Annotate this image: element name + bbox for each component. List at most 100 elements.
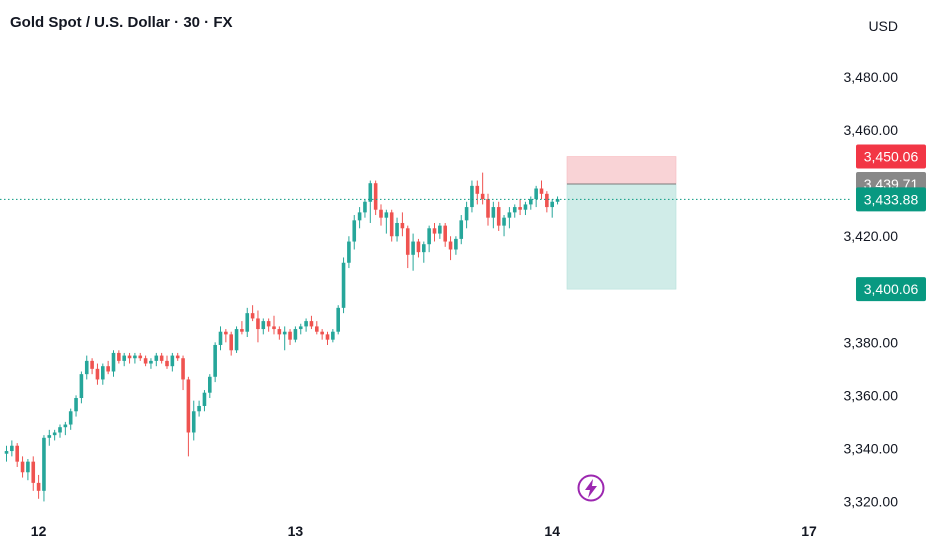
candle-body <box>36 482 41 491</box>
candle-body <box>15 445 19 462</box>
candle <box>373 180 378 216</box>
candle-body <box>138 355 143 359</box>
x-tick-label: 17 <box>801 523 817 539</box>
candle-body <box>250 313 255 319</box>
candle <box>352 215 357 250</box>
candle-body <box>352 220 357 242</box>
candle-body <box>523 204 528 210</box>
candle-body <box>384 212 389 218</box>
y-tick-label: 3,340.00 <box>844 440 899 456</box>
lightning-icon[interactable] <box>577 474 605 502</box>
candle-body <box>20 461 25 473</box>
candle <box>10 440 14 457</box>
candle-body <box>405 228 410 255</box>
candle <box>138 352 143 361</box>
candle <box>4 445 9 462</box>
candle-body <box>111 352 116 372</box>
candle <box>336 305 340 335</box>
candle-body <box>42 437 46 491</box>
candle <box>159 352 164 364</box>
candle <box>539 180 544 200</box>
candle-body <box>379 209 383 218</box>
candle-body <box>234 329 239 351</box>
price-labels: 3,450.063,439.713,433.883,400.06 <box>856 144 926 302</box>
candle-body <box>288 331 292 340</box>
candle-body <box>555 199 560 202</box>
candle <box>293 326 298 343</box>
current-price-label-background <box>856 187 926 212</box>
y-tick-label: 3,480.00 <box>844 69 899 85</box>
candle-body <box>101 366 105 380</box>
candle <box>26 459 30 481</box>
candle <box>486 193 490 226</box>
candle-body <box>518 207 522 210</box>
current-price-label-text: 3,433.88 <box>864 191 919 207</box>
candle <box>15 443 19 467</box>
candle-body <box>165 360 169 367</box>
candle-body <box>496 207 501 226</box>
candle <box>454 236 458 255</box>
candle-body <box>133 355 137 359</box>
candle-body <box>422 244 426 253</box>
candle <box>245 307 250 338</box>
candle-body <box>293 329 298 340</box>
candle-body <box>213 344 217 377</box>
candle-body <box>261 321 266 330</box>
candle-body <box>459 220 464 239</box>
candle <box>496 201 501 231</box>
time-axis[interactable]: 12 13 14 17 <box>31 523 817 539</box>
candle-body <box>438 225 442 234</box>
candle <box>523 201 528 216</box>
candle <box>52 429 57 441</box>
candle-body <box>149 360 153 364</box>
candle-body <box>512 207 517 213</box>
candle-body <box>84 360 89 375</box>
candle-body <box>10 445 14 452</box>
candle <box>170 352 175 372</box>
candle-body <box>240 329 244 332</box>
stop-loss-zone[interactable] <box>566 156 677 185</box>
candle <box>491 201 496 229</box>
candle-body <box>347 241 351 263</box>
candle-body <box>197 405 201 412</box>
candle-body <box>52 432 57 436</box>
candle <box>512 204 517 218</box>
candle <box>448 236 453 261</box>
take-profit-zone[interactable] <box>566 183 677 290</box>
candle-body <box>170 355 175 367</box>
candle-body <box>26 461 30 473</box>
candle <box>256 310 260 343</box>
candle-body <box>309 321 314 327</box>
candle <box>149 358 153 369</box>
candle-body <box>298 326 303 330</box>
candle <box>261 318 266 335</box>
candle <box>357 207 362 229</box>
candle <box>368 180 373 223</box>
candle <box>47 429 52 446</box>
candle-body <box>507 212 512 218</box>
candle <box>272 315 276 335</box>
candle <box>480 172 485 205</box>
candle-body <box>464 207 469 221</box>
candle <box>315 321 319 335</box>
candle-body <box>282 331 287 335</box>
candle-body <box>373 183 378 210</box>
candle <box>133 352 137 364</box>
candle-body <box>341 262 346 308</box>
candle <box>250 305 255 322</box>
event-marker[interactable] <box>577 474 605 502</box>
candle-body <box>122 355 126 361</box>
y-tick-label: 3,320.00 <box>844 493 899 509</box>
candle <box>507 207 512 229</box>
candle <box>400 212 405 237</box>
candle-body <box>534 188 538 200</box>
candle-body <box>224 331 228 335</box>
candle <box>545 191 549 213</box>
candle <box>411 233 415 271</box>
candle-body <box>368 183 373 202</box>
price-axis[interactable]: 3,480.00 3,460.00 3,420.00 3,380.00 3,360.00… <box>844 69 899 509</box>
short-position-tool[interactable] <box>566 156 677 290</box>
candle-body <box>191 411 196 433</box>
x-tick-label: 13 <box>288 523 304 539</box>
